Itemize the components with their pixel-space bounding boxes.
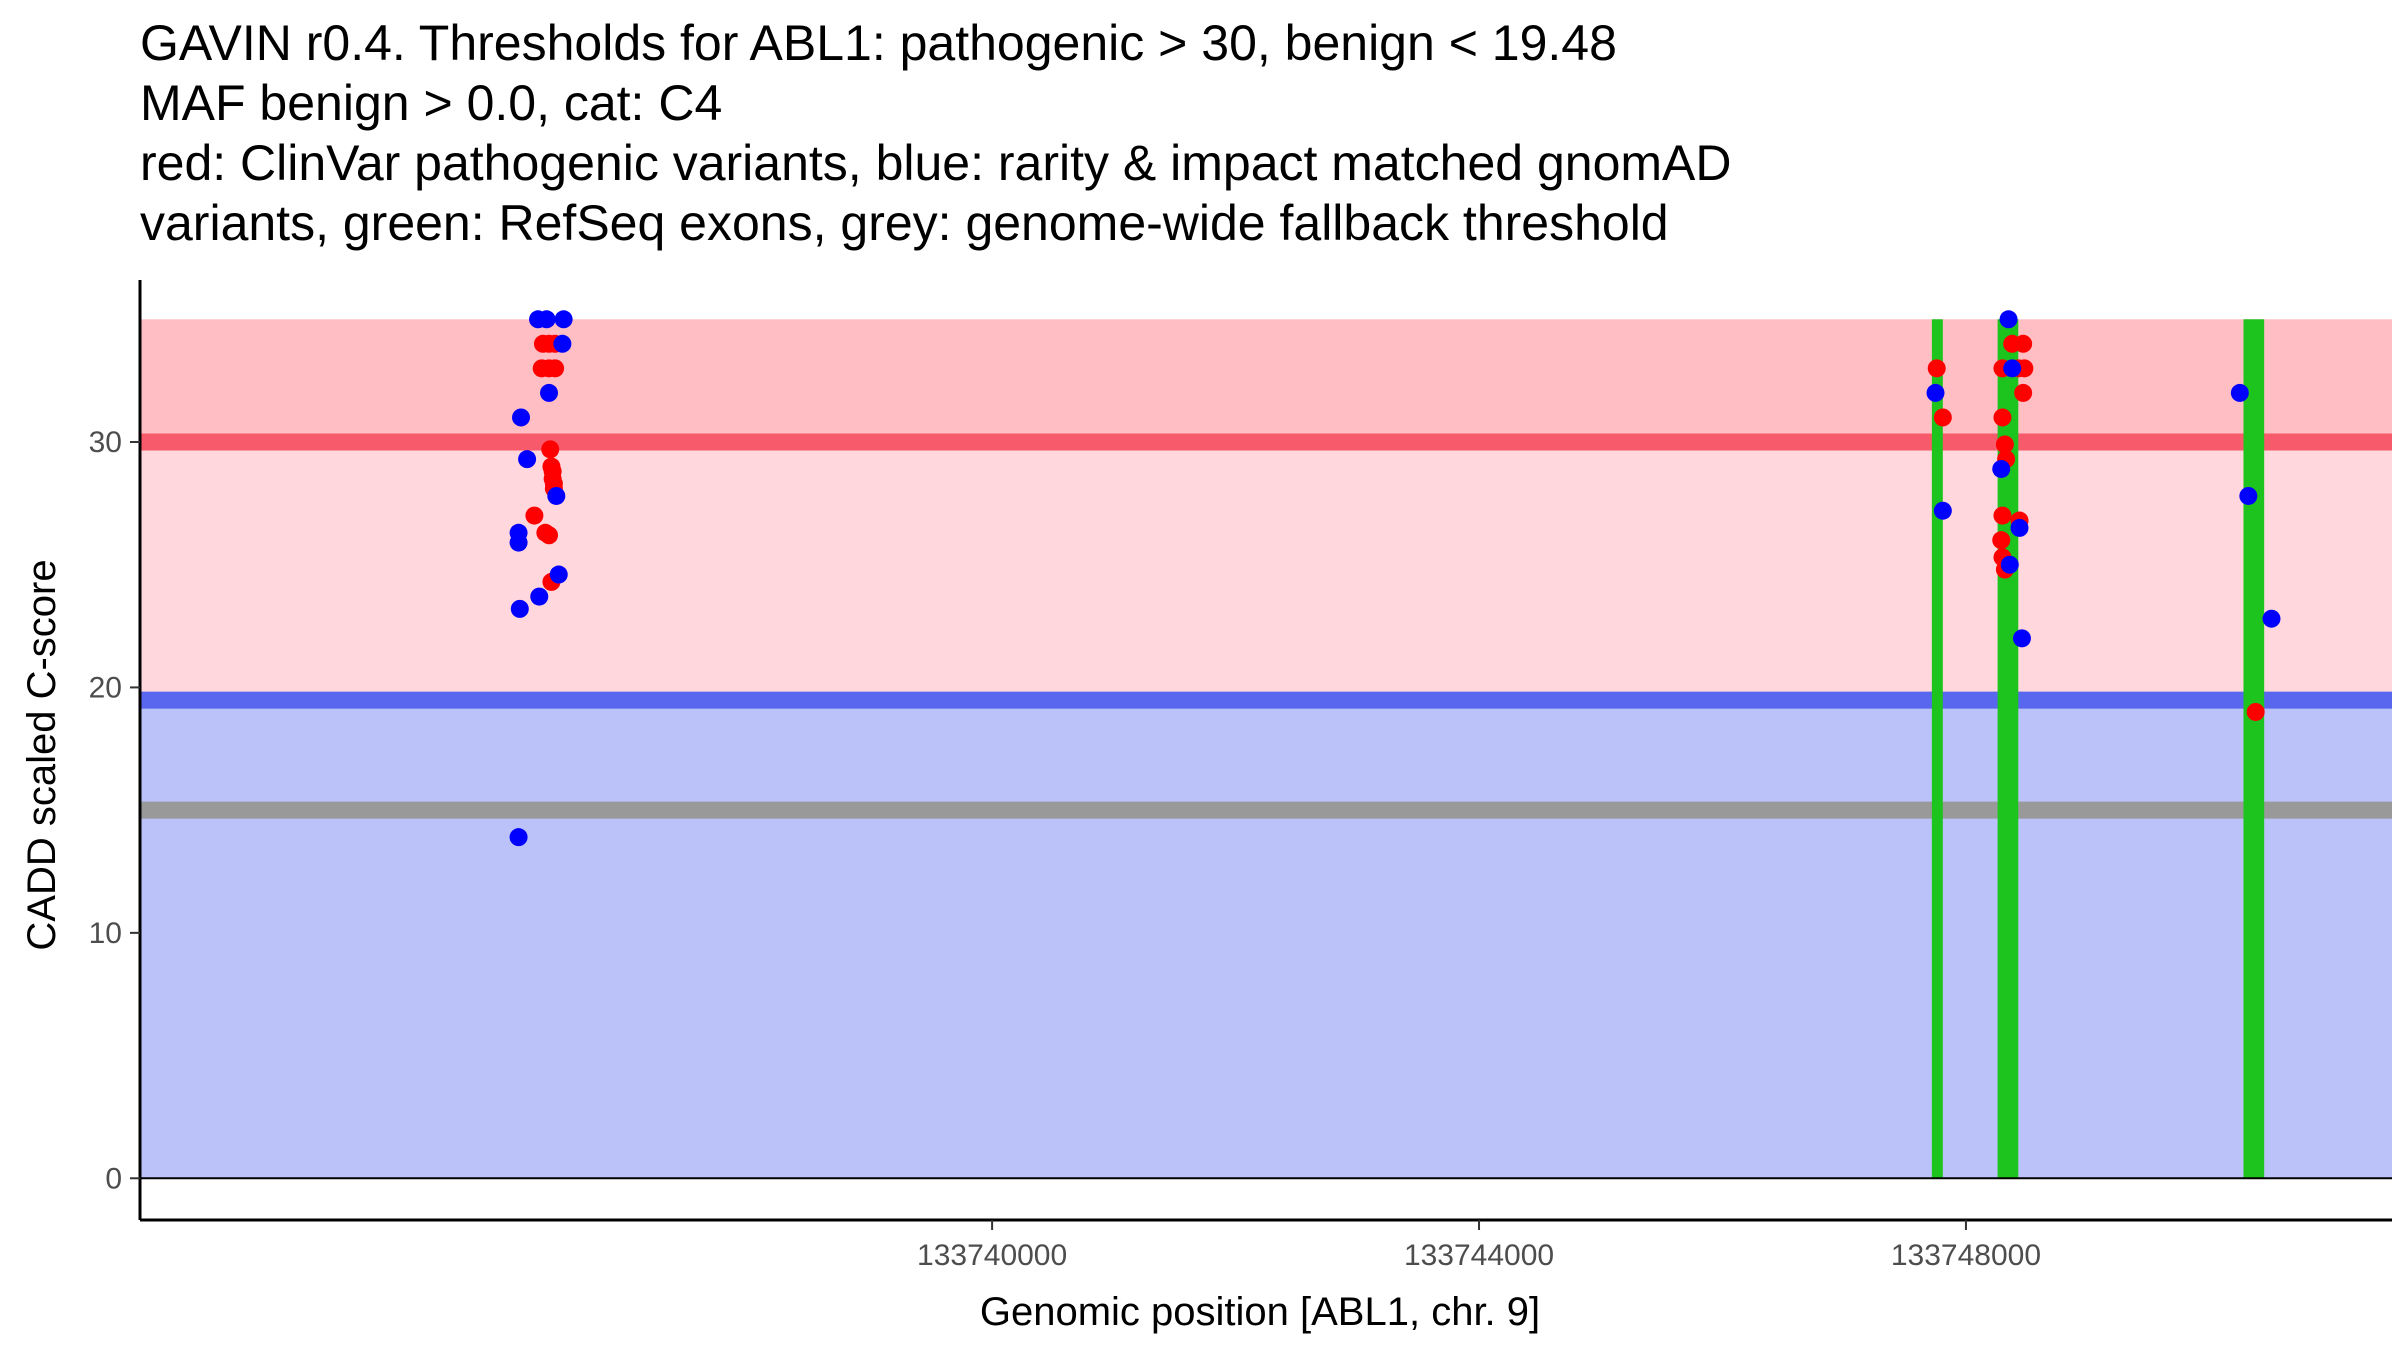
x-axis-title: Genomic position [ABL1, chr. 9] xyxy=(980,1290,1540,1334)
threshold-band-0 xyxy=(140,700,2392,1179)
chart-title-line-2: MAF benign > 0.0, cat: C4 xyxy=(140,75,722,131)
data-point-s1-20 xyxy=(2000,555,2019,574)
chart-title: GAVIN r0.4. Thresholds for ABL1: pathoge… xyxy=(140,15,1731,251)
data-point-s1-15 xyxy=(2003,359,2022,378)
y-tick-label-2: 20 xyxy=(89,671,122,704)
y-tick-label-3: 30 xyxy=(89,426,122,459)
data-point-s1-22 xyxy=(2230,383,2249,402)
y-tick-label-0: 0 xyxy=(105,1162,122,1195)
data-point-s0-6 xyxy=(541,440,560,459)
data-point-s0-27 xyxy=(1993,506,2012,525)
data-point-s1-23 xyxy=(2239,486,2258,505)
x-tick-label-1: 133744000 xyxy=(1404,1239,1554,1272)
data-point-s0-24 xyxy=(1993,408,2012,427)
data-point-s0-14 xyxy=(540,526,559,545)
data-point-s0-16 xyxy=(1927,359,1946,378)
data-point-s1-10 xyxy=(549,565,568,584)
data-point-s1-14 xyxy=(1999,310,2018,329)
data-point-s1-6 xyxy=(518,450,537,469)
data-point-s1-13 xyxy=(509,828,528,847)
data-point-s0-17 xyxy=(1933,408,1952,427)
data-point-s1-2 xyxy=(554,310,573,329)
data-point-s1-21 xyxy=(2012,629,2031,648)
data-point-s1-17 xyxy=(1933,501,1952,520)
data-point-s1-19 xyxy=(2010,518,2029,537)
y-tick-label-1: 10 xyxy=(89,917,122,950)
data-point-s0-12 xyxy=(525,506,544,525)
chart-title-line-1: GAVIN r0.4. Thresholds for ABL1: pathoge… xyxy=(140,15,1617,71)
data-point-s1-4 xyxy=(512,408,531,427)
data-point-s1-24 xyxy=(2262,609,2281,628)
y-axis-title: CADD scaled C-score xyxy=(20,559,64,950)
data-point-s0-23 xyxy=(2014,383,2033,402)
plot-area: 0 10 20 30 133740000 133744000 133748000 xyxy=(89,280,2392,1272)
data-point-s1-3 xyxy=(553,334,572,353)
chart-title-line-3: red: ClinVar pathogenic variants, blue: … xyxy=(140,135,1731,191)
data-point-s1-5 xyxy=(540,383,559,402)
chart-title-line-4: variants, green: RefSeq exons, grey: gen… xyxy=(140,195,1669,251)
exon-bar-0 xyxy=(1931,319,1943,1179)
threshold-band-1 xyxy=(140,441,2392,701)
data-point-s0-25 xyxy=(1995,435,2014,454)
x-tick-label-0: 133740000 xyxy=(917,1239,1067,1272)
data-point-s0-5 xyxy=(546,359,565,378)
data-point-s0-20 xyxy=(2014,334,2033,353)
data-point-s1-1 xyxy=(537,310,556,329)
x-tick-label-2: 133748000 xyxy=(1891,1239,2041,1272)
data-point-s1-16 xyxy=(1926,383,1945,402)
data-point-s1-11 xyxy=(530,587,549,606)
exon-bar-2 xyxy=(2243,319,2265,1179)
data-point-s0-29 xyxy=(1992,531,2011,550)
data-point-s1-9 xyxy=(509,533,528,552)
data-point-s1-12 xyxy=(510,599,529,618)
threshold-band-2 xyxy=(140,319,2392,442)
data-point-s1-18 xyxy=(1992,459,2011,478)
data-point-s1-7 xyxy=(547,486,566,505)
data-point-s0-32 xyxy=(2246,702,2265,721)
